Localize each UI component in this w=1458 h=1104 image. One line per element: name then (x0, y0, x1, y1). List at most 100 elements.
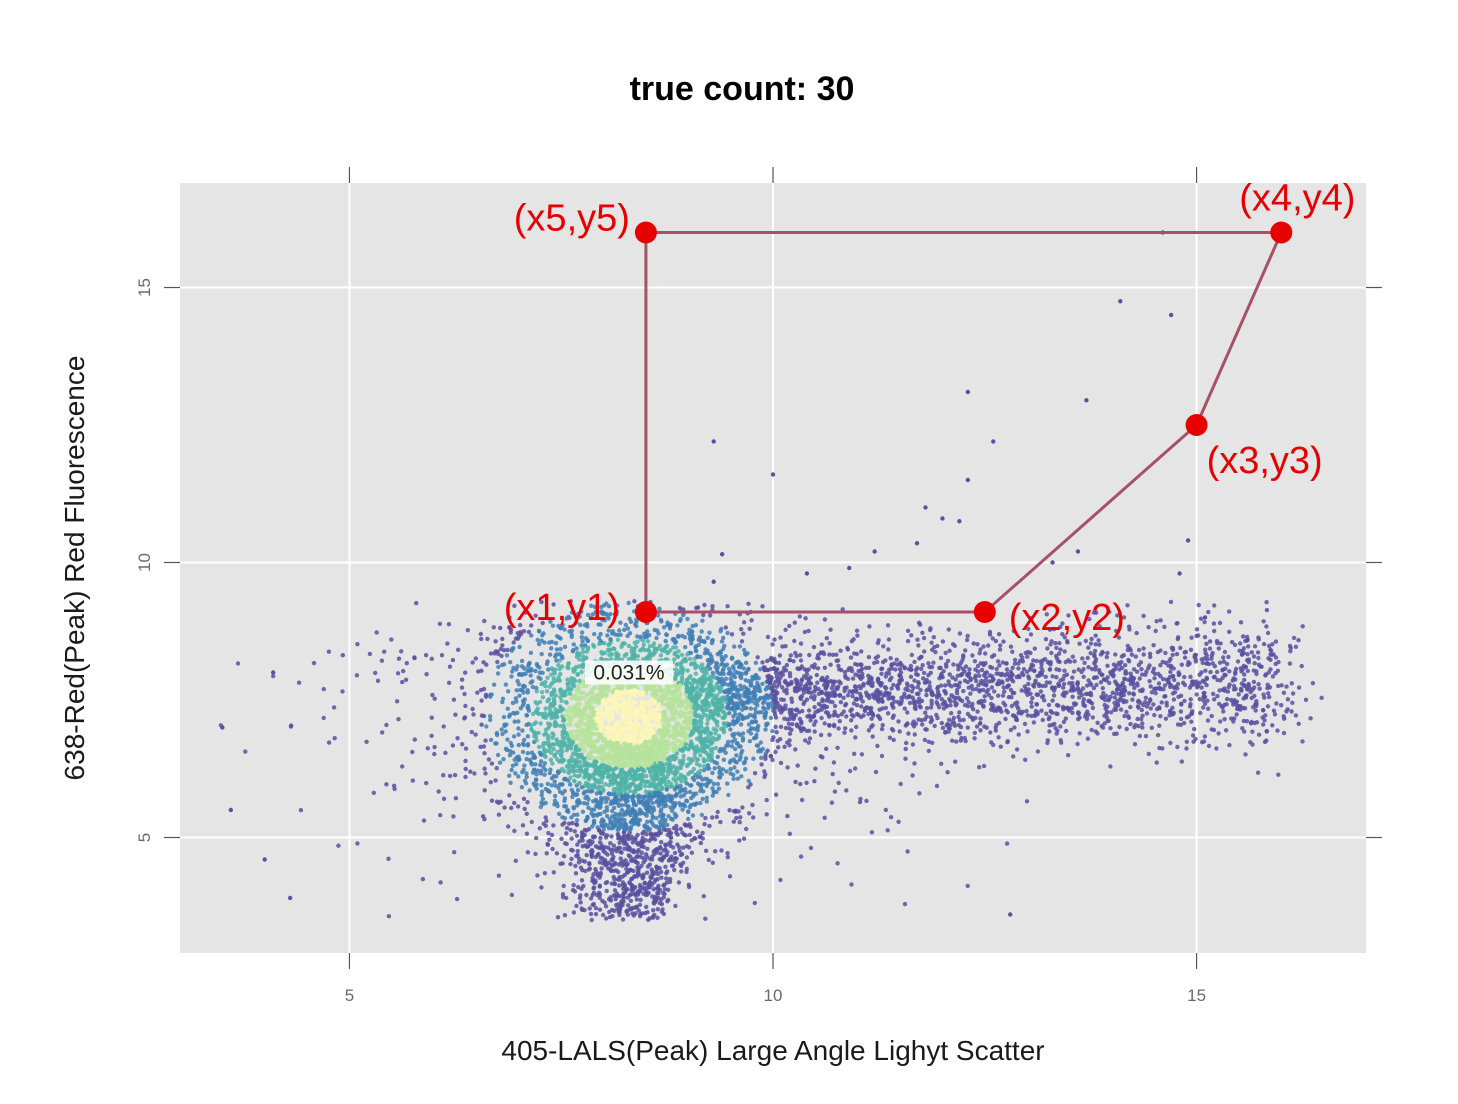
event-point (675, 623, 680, 628)
event-point (537, 699, 543, 705)
event-point (675, 832, 680, 837)
event-point (690, 775, 696, 781)
event-point (653, 894, 658, 899)
event-point (695, 775, 700, 780)
event-point (672, 867, 677, 873)
event-point (747, 811, 752, 816)
event-point (1293, 713, 1299, 718)
event-point (744, 826, 749, 832)
event-point (609, 907, 615, 913)
event-point (642, 768, 647, 774)
event-point (647, 633, 652, 638)
event-point (760, 660, 765, 665)
event-point (1134, 630, 1139, 636)
event-point (861, 713, 866, 718)
event-point (965, 711, 971, 717)
event-point (618, 849, 623, 855)
event-point (614, 690, 619, 695)
event-point (625, 836, 630, 841)
event-point (921, 635, 927, 641)
event-point (702, 602, 707, 608)
event-point (1128, 704, 1133, 710)
event-point (820, 697, 825, 702)
event-point (658, 851, 663, 856)
event-point (656, 719, 661, 724)
event-point (603, 863, 608, 868)
event-point (628, 767, 633, 772)
event-point (1065, 640, 1070, 645)
event-point (1032, 646, 1038, 651)
event-point (617, 628, 622, 633)
event-point (524, 713, 529, 718)
event-point (663, 782, 669, 788)
event-point (716, 786, 722, 791)
event-point (931, 635, 936, 640)
event-point (618, 860, 624, 866)
event-point (1029, 700, 1034, 705)
event-point (738, 755, 743, 760)
event-point (1090, 715, 1096, 720)
event-point (582, 907, 587, 913)
event-point (561, 854, 567, 859)
event-point (499, 727, 504, 732)
event-point (522, 697, 527, 702)
event-point (741, 620, 747, 625)
event-point (593, 779, 599, 784)
event-point (712, 760, 717, 765)
event-point (558, 687, 563, 692)
event-point (780, 644, 785, 649)
event-point (1081, 674, 1086, 679)
event-point (507, 753, 513, 758)
event-point (662, 882, 667, 887)
event-point (1141, 646, 1146, 651)
event-point (629, 848, 634, 853)
event-point (583, 734, 588, 739)
event-point (687, 656, 693, 662)
event-point (822, 665, 828, 670)
event-point (569, 787, 574, 793)
event-point (998, 744, 1003, 749)
event-point (957, 631, 963, 636)
event-point (1085, 736, 1091, 741)
event-point (635, 723, 641, 729)
event-point (560, 782, 565, 787)
event-point (622, 741, 627, 746)
event-point (676, 880, 682, 885)
event-point (1100, 686, 1106, 691)
event-point (773, 692, 778, 698)
event-point (672, 850, 678, 856)
event-point (686, 816, 691, 822)
event-point (652, 851, 657, 856)
event-point (729, 744, 735, 749)
event-point (627, 694, 633, 699)
event-point (623, 785, 628, 791)
event-point (552, 793, 558, 799)
event-point (532, 755, 538, 760)
event-point (550, 713, 555, 719)
event-point (612, 888, 618, 893)
event-point (532, 721, 537, 727)
event-point (721, 757, 727, 762)
event-point (549, 646, 554, 651)
event-point (738, 815, 743, 820)
event-point (594, 726, 599, 731)
event-point (681, 753, 686, 759)
event-point (701, 756, 706, 762)
event-point (459, 677, 465, 682)
event-point (639, 751, 644, 756)
event-point (702, 822, 707, 827)
event-point (725, 739, 731, 745)
event-point (495, 752, 501, 758)
event-point (1113, 652, 1118, 657)
event-point (1141, 652, 1146, 657)
event-point (633, 787, 639, 792)
event-point (632, 640, 637, 645)
event-point (604, 739, 610, 745)
event-point (1123, 671, 1128, 676)
event-point (858, 662, 863, 667)
event-point (738, 722, 744, 727)
event-point (854, 711, 860, 717)
event-point (545, 721, 551, 726)
event-point (968, 691, 973, 696)
event-point (1281, 690, 1287, 695)
